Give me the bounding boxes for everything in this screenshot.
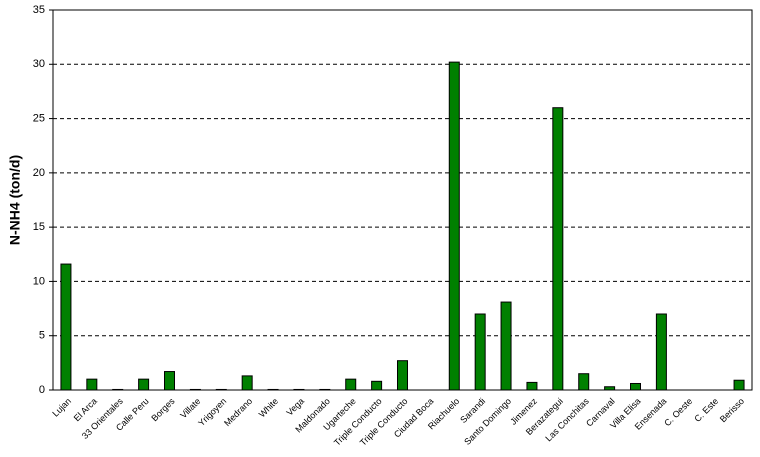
x-tick-label: C. Oeste: [662, 396, 694, 428]
x-tick-label: Villate: [178, 396, 202, 420]
bar: [241, 375, 253, 391]
y-tick-label: 20: [33, 167, 45, 179]
y-tick-label: 15: [33, 221, 45, 233]
bar: [371, 380, 383, 391]
y-tick-label: 10: [33, 275, 45, 287]
y-tick-label: 30: [33, 58, 45, 70]
x-tick-label: Medrano: [222, 396, 254, 428]
bar: [267, 388, 279, 391]
x-tick-label: Vega: [284, 396, 306, 418]
bar: [578, 373, 590, 391]
bar: [60, 263, 72, 391]
y-tick-label: 0: [39, 384, 45, 396]
x-tick-label: White: [257, 396, 280, 419]
bar: [189, 388, 201, 391]
x-tick-label: C. Este: [692, 396, 720, 424]
plot-frame: [52, 9, 753, 391]
bar: [604, 386, 616, 391]
bar: [474, 313, 486, 391]
bar: [448, 61, 460, 391]
bar: [215, 388, 227, 391]
x-tick-label: Borges: [149, 396, 177, 424]
bar: [526, 381, 538, 391]
bar: [500, 301, 512, 391]
bar: [397, 360, 408, 391]
bar: [733, 379, 745, 391]
y-tick-label: 25: [33, 112, 45, 124]
y-tick-label: 35: [33, 4, 45, 16]
bar: [655, 313, 667, 391]
y-tick-label: 5: [39, 330, 45, 342]
bar: [630, 382, 641, 391]
bar: [138, 378, 150, 391]
bar: [552, 107, 564, 391]
bar: [293, 388, 305, 391]
bar: [112, 388, 124, 391]
bar: [86, 378, 98, 391]
x-tick-label: Lujan: [50, 396, 73, 419]
bar: [164, 371, 175, 391]
bar: [319, 388, 331, 391]
x-tick-label: Berisso: [718, 396, 746, 424]
y-axis-label: N-NH4 (ton/d): [7, 155, 23, 245]
x-tick-label: Santo Domingo: [462, 396, 513, 447]
bar: [345, 378, 357, 391]
